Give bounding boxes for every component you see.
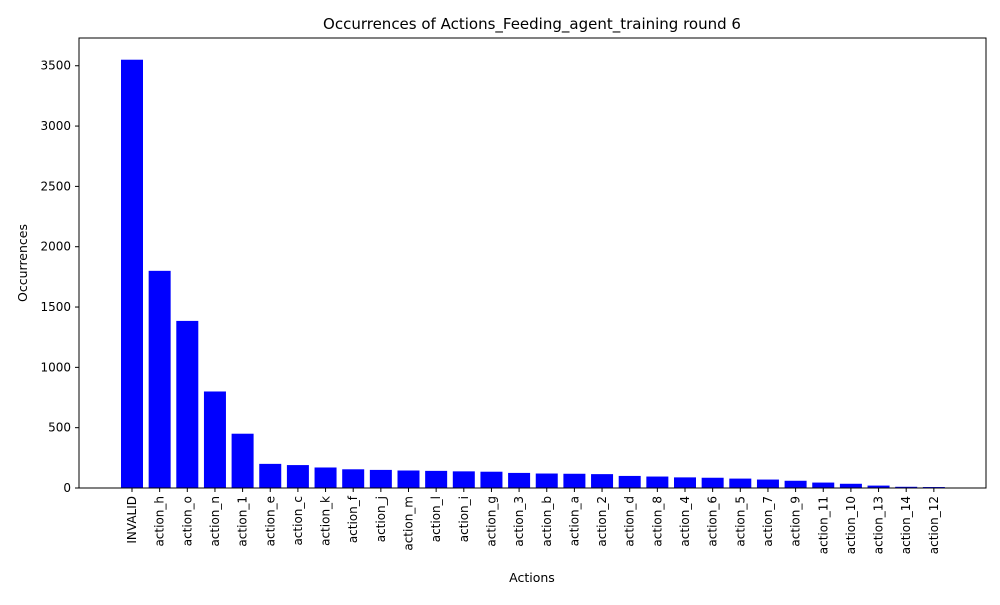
x-tick-label: action_13 (872, 496, 886, 554)
x-tick-label: action_g (484, 496, 498, 547)
bar-action_j (369, 469, 392, 488)
y-tick-label: 1500 (40, 300, 71, 314)
x-tick-label: action_14 (899, 496, 913, 554)
x-tick-label: INVALID (125, 496, 139, 544)
x-tick-label: action_h (153, 496, 167, 547)
bar-action_g (480, 471, 503, 488)
x-tick-label: action_4 (678, 496, 692, 547)
y-tick-label: 2000 (40, 240, 71, 254)
x-tick-label: action_k (319, 496, 333, 546)
bar-action_a (563, 473, 586, 488)
bar-action_2 (591, 474, 614, 488)
bar-action_b (535, 473, 558, 488)
bar-action_n (203, 391, 226, 488)
x-tick-label: action_12 (927, 496, 941, 554)
x-axis: INVALID action_h action_o action_n action_1 a… (125, 488, 941, 554)
x-tick-label: action_o (180, 496, 194, 546)
x-tick-label: action_9 (789, 496, 803, 547)
x-tick-label: action_d (623, 496, 637, 547)
y-axis-label: Occurrences (15, 224, 30, 302)
bar-action_11 (812, 482, 835, 488)
x-tick-label: action_a (567, 496, 581, 546)
x-tick-label: action_7 (761, 496, 775, 547)
chart-title: Occurrences of Actions_Feeding_agent_tra… (323, 15, 741, 34)
x-tick-label: action_e (263, 496, 277, 546)
x-tick-label: action_11 (816, 496, 830, 554)
bar-action_l (425, 470, 448, 488)
y-tick-label: 500 (48, 421, 71, 435)
y-tick-label: 2500 (40, 179, 71, 193)
x-tick-label: action_6 (706, 496, 720, 547)
bar-action_k (314, 467, 337, 488)
x-tick-label: action_10 (844, 496, 858, 554)
bar-action_6 (701, 477, 724, 488)
y-tick-label: 0 (63, 481, 71, 495)
bar-action_3 (508, 472, 531, 488)
bar-action_9 (784, 480, 807, 488)
y-tick-label: 3500 (40, 59, 71, 73)
bar-action_d (618, 475, 641, 488)
bar-action_5 (729, 478, 752, 488)
bar-action_4 (674, 477, 696, 488)
bar-action_i (452, 471, 475, 488)
x-tick-label: action_5 (733, 496, 747, 547)
x-tick-label: action_m (402, 496, 416, 551)
bar-action_o (176, 320, 199, 488)
x-tick-label: action_8 (650, 496, 664, 547)
bar-action_14 (895, 486, 918, 488)
bar-action_10 (839, 483, 862, 488)
y-tick-label: 3000 (40, 119, 71, 133)
x-tick-label: action_i (457, 496, 471, 542)
y-tick-label: 1000 (40, 360, 71, 374)
x-tick-label: action_l (429, 496, 443, 542)
plot-frame (78, 37, 987, 489)
y-axis: 0 500 1000 1500 2000 2500 3000 3500 (40, 59, 79, 495)
bar-action_7 (756, 479, 779, 488)
bar-action_m (397, 470, 420, 488)
x-axis-label: Actions (509, 570, 555, 585)
x-tick-label: action_n (208, 496, 222, 547)
bar-action_e (259, 463, 282, 488)
bar-action_h (148, 270, 171, 488)
x-tick-label: action_2 (595, 496, 609, 547)
x-tick-label: action_3 (512, 496, 526, 547)
x-tick-label: action_1 (236, 496, 250, 547)
x-tick-label: action_c (291, 496, 305, 546)
bar-invalid (121, 59, 143, 488)
bar-action_13 (867, 485, 890, 488)
x-tick-label: action_f (346, 495, 360, 543)
bar-action_f (342, 469, 365, 488)
x-tick-label: action_j (374, 496, 388, 542)
x-tick-label: action_b (540, 496, 554, 547)
bar-action_8 (646, 476, 669, 488)
bar-action_c (286, 465, 309, 488)
plot-area (78, 37, 987, 489)
bar-action_1 (231, 433, 254, 488)
